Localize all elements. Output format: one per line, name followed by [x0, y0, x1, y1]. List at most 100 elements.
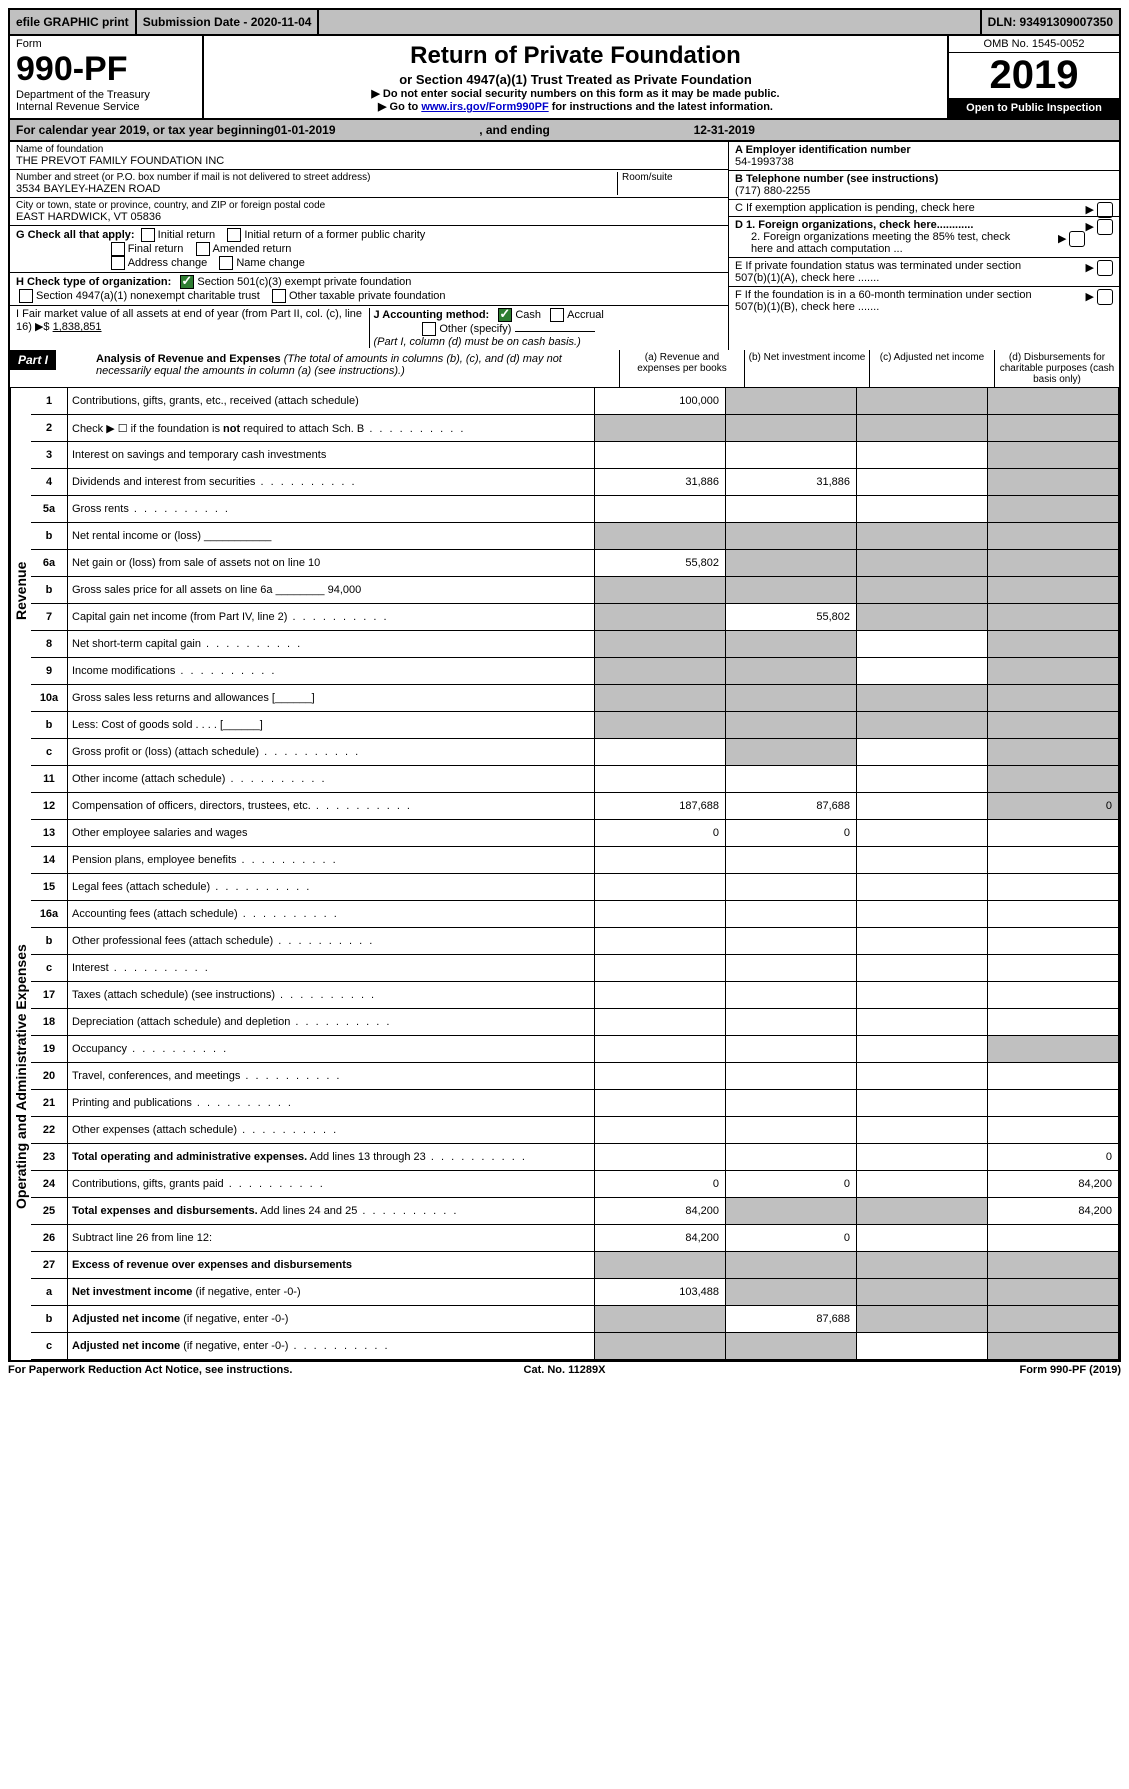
table-cell — [857, 523, 988, 550]
form-subtitle: or Section 4947(a)(1) Trust Treated as P… — [210, 72, 941, 87]
checkbox-4947[interactable] — [19, 289, 33, 303]
table-cell: Adjusted net income (if negative, enter … — [68, 1306, 595, 1333]
table-row: aNet investment income (if negative, ent… — [31, 1279, 1119, 1306]
form-link[interactable]: www.irs.gov/Form990PF — [421, 101, 548, 113]
table-cell — [857, 874, 988, 901]
table-cell — [726, 658, 857, 685]
table-cell — [726, 712, 857, 739]
cal-pre: For calendar year 2019, or tax year begi… — [16, 123, 274, 137]
table-cell — [726, 901, 857, 928]
checkbox-d2[interactable] — [1069, 231, 1085, 247]
phone-value: (717) 880-2255 — [735, 185, 810, 197]
table-cell — [726, 847, 857, 874]
table-cell: 31,886 — [726, 469, 857, 496]
checkbox-e[interactable] — [1097, 260, 1113, 276]
table-cell — [595, 685, 726, 712]
table-cell: Net rental income or (loss) ___________ — [68, 523, 595, 550]
checkbox-accrual[interactable] — [550, 308, 564, 322]
table-cell: Adjusted net income (if negative, enter … — [68, 1333, 595, 1360]
table-cell: Compensation of officers, directors, tru… — [68, 793, 595, 820]
table-cell — [595, 1333, 726, 1360]
table-cell — [857, 1225, 988, 1252]
table-cell: Capital gain net income (from Part IV, l… — [68, 604, 595, 631]
table-cell: Printing and publications — [68, 1090, 595, 1117]
table-cell: Interest — [68, 955, 595, 982]
col-a-header: (a) Revenue and expenses per books — [619, 350, 744, 387]
checkbox-address-change[interactable] — [111, 256, 125, 270]
table-cell — [857, 766, 988, 793]
table-cell — [726, 982, 857, 1009]
table-cell: Depreciation (attach schedule) and deple… — [68, 1009, 595, 1036]
table-cell — [726, 550, 857, 577]
table-cell — [988, 442, 1119, 469]
table-cell — [988, 415, 1119, 442]
checkbox-f[interactable] — [1097, 289, 1113, 305]
checkbox-final-return[interactable] — [111, 242, 125, 256]
col-c-header: (c) Adjusted net income — [869, 350, 994, 387]
table-cell: Net gain or (loss) from sale of assets n… — [68, 550, 595, 577]
city-cell: City or town, state or province, country… — [10, 198, 728, 226]
table-row: bOther professional fees (attach schedul… — [31, 928, 1119, 955]
d2-label: 2. Foreign organizations meeting the 85%… — [735, 231, 1031, 255]
table-cell: 31,886 — [595, 469, 726, 496]
table-cell: 20 — [31, 1063, 68, 1090]
table-cell — [988, 685, 1119, 712]
checkbox-cash[interactable] — [498, 308, 512, 322]
table-cell — [988, 1063, 1119, 1090]
table-cell: 2 — [31, 415, 68, 442]
checkbox-c[interactable] — [1097, 202, 1113, 218]
table-cell: 84,200 — [595, 1225, 726, 1252]
checkbox-name-change[interactable] — [219, 256, 233, 270]
checkbox-d1[interactable] — [1097, 219, 1113, 235]
table-cell — [726, 685, 857, 712]
table-cell — [726, 1063, 857, 1090]
table-cell — [857, 442, 988, 469]
table-cell: 0 — [988, 793, 1119, 820]
c-label: C If exemption application is pending, c… — [735, 202, 975, 214]
dept-label: Department of the Treasury — [16, 89, 196, 101]
table-cell — [857, 1306, 988, 1333]
table-cell — [988, 712, 1119, 739]
checkbox-initial-return[interactable] — [141, 228, 155, 242]
col-d-header: (d) Disbursements for charitable purpose… — [994, 350, 1119, 387]
table-row: cGross profit or (loss) (attach schedule… — [31, 739, 1119, 766]
table-row: 17Taxes (attach schedule) (see instructi… — [31, 982, 1119, 1009]
checkbox-other-taxable[interactable] — [272, 289, 286, 303]
table-cell — [726, 496, 857, 523]
ein-cell: A Employer identification number 54-1993… — [729, 142, 1119, 171]
f-cell: F If the foundation is in a 60-month ter… — [729, 287, 1119, 315]
table-cell: Interest on savings and temporary cash i… — [68, 442, 595, 469]
table-cell: Pension plans, employee benefits — [68, 847, 595, 874]
table-cell — [988, 901, 1119, 928]
table-cell: b — [31, 928, 68, 955]
table-cell: Less: Cost of goods sold . . . . [______… — [68, 712, 595, 739]
table-row: 3Interest on savings and temporary cash … — [31, 442, 1119, 469]
table-cell — [857, 1063, 988, 1090]
checkbox-initial-former[interactable] — [227, 228, 241, 242]
table-cell — [857, 739, 988, 766]
table-cell: 7 — [31, 604, 68, 631]
table-row: 19Occupancy — [31, 1036, 1119, 1063]
submission-date: Submission Date - 2020-11-04 — [137, 10, 318, 34]
table-row: 10aGross sales less returns and allowanc… — [31, 685, 1119, 712]
checkbox-other-method[interactable] — [422, 322, 436, 336]
table-cell: 0 — [595, 820, 726, 847]
table-row: bLess: Cost of goods sold . . . . [_____… — [31, 712, 1119, 739]
table-cell — [857, 496, 988, 523]
table-cell — [857, 1252, 988, 1279]
table-cell — [988, 1090, 1119, 1117]
table-cell: Income modifications — [68, 658, 595, 685]
checkbox-501c3[interactable] — [180, 275, 194, 289]
form-header-center: Return of Private Foundation or Section … — [204, 36, 947, 118]
name-cell: Name of foundation THE PREVOT FAMILY FOU… — [10, 142, 728, 170]
table-cell: b — [31, 577, 68, 604]
part1-title: Analysis of Revenue and Expenses — [96, 353, 281, 365]
table-cell: Excess of revenue over expenses and disb… — [68, 1252, 595, 1279]
table-cell — [857, 469, 988, 496]
checkbox-amended[interactable] — [196, 242, 210, 256]
d-cell: D 1. Foreign organizations, check here..… — [729, 217, 1119, 258]
city-state-zip: EAST HARDWICK, VT 05836 — [16, 211, 722, 223]
table-cell: Taxes (attach schedule) (see instruction… — [68, 982, 595, 1009]
table-row: 11Other income (attach schedule) — [31, 766, 1119, 793]
table-cell — [726, 1009, 857, 1036]
